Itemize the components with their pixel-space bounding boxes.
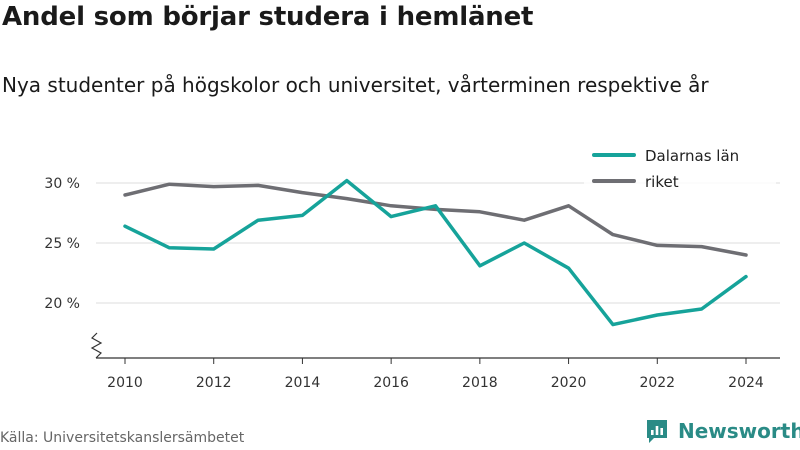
x-tick-label: 2024 <box>728 375 764 391</box>
y-tick-label: 25 % <box>44 236 80 252</box>
axis-break-icon <box>90 332 103 359</box>
legend-background <box>584 140 776 195</box>
x-tick-label: 2014 <box>285 375 321 391</box>
series-line-dalarnas-lan <box>123 178 748 327</box>
x-tick-label: 2018 <box>462 375 498 391</box>
chart-title: Andel som börjar studera i hemlänet <box>2 2 534 32</box>
chart-subtitle: Nya studenter på högskolor och universit… <box>2 73 709 97</box>
legend-label: riket <box>645 173 679 191</box>
y-tick-label: 30 % <box>44 176 80 192</box>
x-tick-label: 2020 <box>551 375 587 391</box>
newsworthy-logo-icon <box>647 420 667 443</box>
legend-label: Dalarnas län <box>645 147 739 165</box>
source-note: Källa: Universitetskanslersämbetet <box>0 430 245 446</box>
series-line-riket <box>123 182 748 257</box>
y-tick-label: 20 % <box>44 296 80 312</box>
x-tick-label: 2022 <box>639 375 675 391</box>
brand-logo: Newsworthy <box>644 418 800 444</box>
x-tick-label: 2012 <box>196 375 232 391</box>
brand-name: Newsworthy <box>678 419 800 443</box>
x-tick-label: 2010 <box>107 375 143 391</box>
x-tick-label: 2016 <box>373 375 409 391</box>
